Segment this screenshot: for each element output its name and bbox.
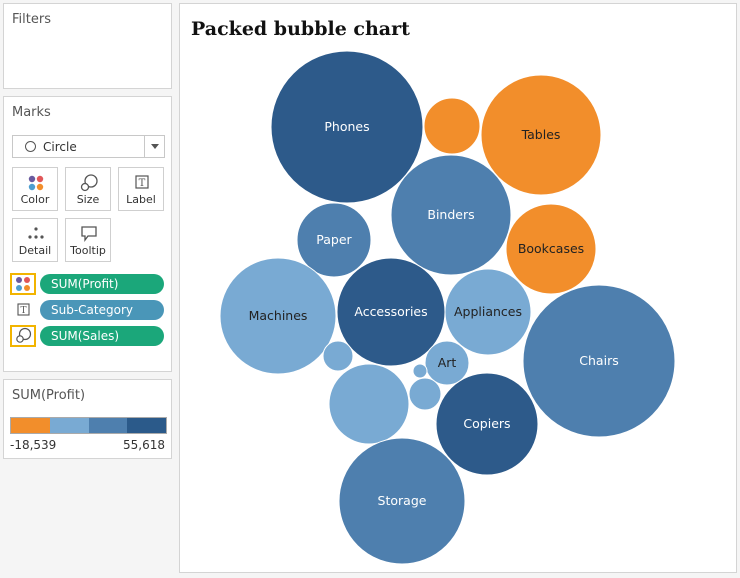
- bubble[interactable]: Art: [424, 340, 470, 386]
- profit-pill[interactable]: SUM(Profit): [40, 274, 164, 294]
- bubble-circle[interactable]: [424, 340, 470, 386]
- filters-shelf[interactable]: Filters: [3, 3, 172, 89]
- legend-max: 55,618: [123, 438, 165, 452]
- color-button[interactable]: Color: [12, 167, 58, 211]
- detail-icon: [28, 227, 44, 239]
- bubble[interactable]: Machines: [219, 257, 337, 375]
- bubble[interactable]: Accessories: [336, 257, 446, 367]
- bubble-chart: Phones Tables Binders Paper Bookcases Machine…: [219, 50, 676, 565]
- legend-swatch: [49, 418, 89, 433]
- bubble[interactable]: Phones: [270, 50, 424, 204]
- bubble-circle[interactable]: [412, 363, 428, 379]
- bubble[interactable]: Chairs: [522, 284, 676, 438]
- mark-type-dropdown[interactable]: Circle: [12, 135, 165, 158]
- bubble-label: Tables: [521, 127, 561, 142]
- label-button[interactable]: T Label: [118, 167, 164, 211]
- bubble[interactable]: [423, 97, 481, 155]
- circle-icon: [25, 141, 36, 152]
- legend-swatch: [127, 418, 166, 433]
- bubble[interactable]: Binders: [390, 154, 512, 276]
- bubble[interactable]: Paper: [296, 202, 372, 278]
- bubble-label: Accessories: [354, 304, 427, 319]
- bubble-circle[interactable]: [435, 372, 539, 476]
- size-icon: [80, 174, 98, 192]
- detail-button-label: Detail: [18, 244, 52, 257]
- marks-card: Marks Circle Color Size T Label Detail: [3, 96, 172, 372]
- bubble-circle[interactable]: [219, 257, 337, 375]
- bubble-circle[interactable]: [423, 97, 481, 155]
- bubble-label: Machines: [249, 308, 308, 323]
- bubble-circle[interactable]: [444, 268, 532, 356]
- label-icon: T: [135, 175, 149, 189]
- tooltip-button-label: Tooltip: [70, 244, 106, 257]
- tooltip-icon: [81, 226, 97, 242]
- mark-type-value: Circle: [43, 140, 77, 154]
- bubble-label: Paper: [316, 232, 352, 247]
- label-button-label: Label: [126, 193, 156, 206]
- bubble-label: Phones: [324, 119, 369, 134]
- bubble-circle[interactable]: [505, 203, 597, 295]
- bubble[interactable]: [412, 363, 428, 379]
- size-button-label: Size: [76, 193, 100, 206]
- legend-color-ramp: [10, 417, 167, 434]
- bubble-label: Copiers: [463, 416, 510, 431]
- chevron-down-icon[interactable]: [144, 136, 164, 157]
- bubble-label: Chairs: [579, 353, 618, 368]
- bubble[interactable]: Bookcases: [505, 203, 597, 295]
- bubble[interactable]: [328, 363, 410, 445]
- bubble-label: Storage: [378, 493, 427, 508]
- bubble-circle[interactable]: [390, 154, 512, 276]
- bubble-circle[interactable]: [270, 50, 424, 204]
- sales-pill[interactable]: SUM(Sales): [40, 326, 164, 346]
- bubble-circle[interactable]: [338, 437, 466, 565]
- color-dots-icon[interactable]: [10, 273, 36, 295]
- bubble-circle[interactable]: [296, 202, 372, 278]
- bubble[interactable]: Copiers: [435, 372, 539, 476]
- tooltip-button[interactable]: Tooltip: [65, 218, 111, 262]
- filters-title: Filters: [12, 12, 51, 27]
- profit-color-legend[interactable]: SUM(Profit) -18,539 55,618: [3, 379, 172, 459]
- bubble-circle[interactable]: [322, 340, 354, 372]
- bubble-circle[interactable]: [522, 284, 676, 438]
- svg-text:T: T: [139, 178, 146, 189]
- size-icon[interactable]: [10, 325, 36, 347]
- color-dots-icon: [28, 175, 44, 191]
- bubble-label: Art: [438, 355, 457, 370]
- detail-button[interactable]: Detail: [12, 218, 58, 262]
- svg-text:T: T: [20, 306, 26, 316]
- bubble-circle[interactable]: [328, 363, 410, 445]
- bubble[interactable]: Appliances: [444, 268, 532, 356]
- bubble[interactable]: [408, 377, 442, 411]
- bubble[interactable]: Storage: [338, 437, 466, 565]
- legend-min: -18,539: [10, 438, 57, 452]
- chart-view: Packed bubble chart Phones Tables Binders P…: [179, 3, 737, 573]
- bubble-label: Bookcases: [518, 241, 584, 256]
- marks-title: Marks: [12, 105, 51, 120]
- bubble[interactable]: [322, 340, 354, 372]
- bubble-label: Binders: [427, 207, 474, 222]
- bubble-circle[interactable]: [408, 377, 442, 411]
- chart-title: Packed bubble chart: [191, 18, 410, 40]
- label-icon[interactable]: T: [10, 299, 36, 321]
- bubble-label: Appliances: [454, 304, 522, 319]
- legend-swatch: [88, 418, 128, 433]
- sub-category-pill[interactable]: Sub-Category: [40, 300, 164, 320]
- legend-swatch: [11, 418, 50, 433]
- bubble[interactable]: Tables: [480, 74, 602, 196]
- bubble-circle[interactable]: [480, 74, 602, 196]
- size-button[interactable]: Size: [65, 167, 111, 211]
- legend-title: SUM(Profit): [12, 388, 86, 403]
- color-button-label: Color: [20, 193, 50, 206]
